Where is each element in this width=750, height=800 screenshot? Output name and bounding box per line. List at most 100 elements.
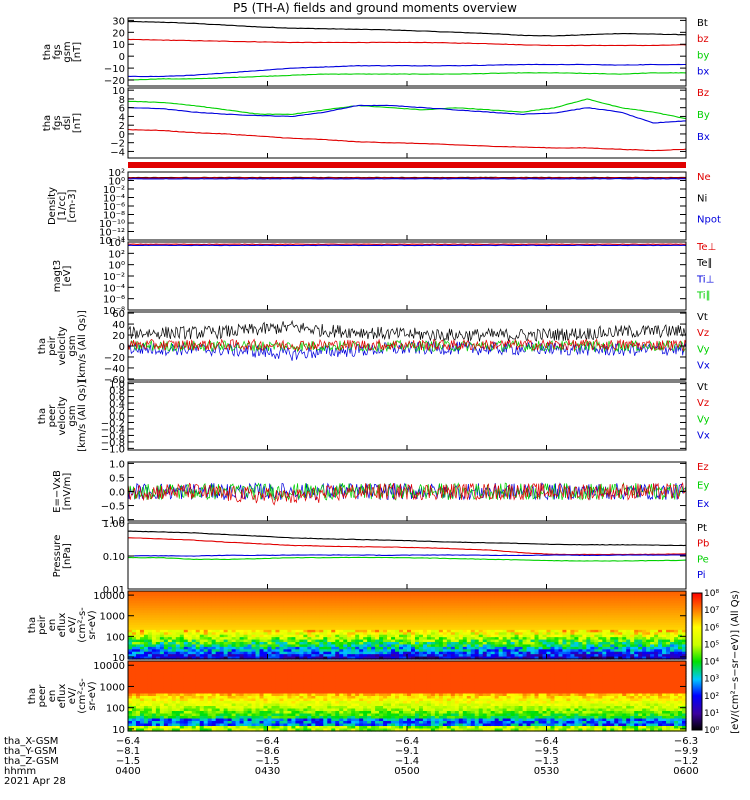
spectrogram-cell bbox=[630, 629, 635, 633]
spectrogram-cell bbox=[155, 661, 161, 665]
spectrogram-cell bbox=[128, 713, 133, 717]
spectrogram-cell bbox=[638, 637, 643, 641]
spectrogram-cell bbox=[387, 651, 392, 655]
spectrogram-cell bbox=[506, 627, 512, 631]
spectrogram-cell bbox=[482, 634, 488, 638]
spectrogram-cell bbox=[630, 603, 635, 607]
spectrogram-cell bbox=[227, 696, 233, 700]
spectrogram-cell bbox=[299, 593, 304, 597]
spectrogram-cell bbox=[478, 644, 484, 648]
spectrogram-cell bbox=[530, 632, 536, 636]
spectrogram-cell bbox=[566, 629, 572, 633]
spectrogram-cell bbox=[542, 617, 548, 621]
spectrogram-cell bbox=[335, 627, 340, 631]
spectrogram-cell bbox=[383, 629, 388, 633]
spectrogram-cell bbox=[331, 625, 336, 629]
spectrogram-cell bbox=[143, 666, 149, 670]
spectrogram-cell bbox=[570, 625, 575, 629]
spectrogram-cell bbox=[610, 605, 615, 609]
spectrogram-cell bbox=[546, 591, 552, 595]
spectrogram-cell bbox=[598, 617, 603, 621]
spectrogram-cell bbox=[470, 598, 476, 602]
spectrogram-cell bbox=[255, 603, 261, 607]
spectrogram-cell bbox=[175, 683, 181, 687]
spectrogram-cell bbox=[502, 627, 508, 631]
spectrogram-cell bbox=[139, 673, 145, 677]
spectrogram-cell bbox=[203, 721, 209, 725]
spectrogram-cell bbox=[391, 625, 396, 629]
spectrogram-cell bbox=[566, 603, 572, 607]
spectrogram-cell bbox=[410, 625, 416, 629]
spectrogram-cell bbox=[454, 603, 460, 607]
spectrogram-cell bbox=[626, 656, 631, 660]
spectrogram-cell bbox=[207, 693, 213, 697]
spectrogram-cell bbox=[399, 591, 404, 595]
spectrogram-cell bbox=[199, 637, 205, 641]
spectrogram-cell bbox=[227, 620, 233, 624]
spectrogram-cell bbox=[586, 642, 591, 646]
spectrogram-cell bbox=[674, 612, 679, 616]
spectrogram-cell bbox=[128, 698, 133, 702]
spectrogram-cell bbox=[247, 620, 253, 624]
spectrogram-cell bbox=[434, 649, 440, 653]
spectrogram-cell bbox=[275, 612, 281, 616]
spectrogram-cell bbox=[418, 644, 424, 648]
spectrogram-cell bbox=[598, 622, 603, 626]
spectrogram-cell bbox=[128, 617, 133, 621]
spectrogram-cell bbox=[171, 605, 177, 609]
spectrogram-cell bbox=[574, 591, 579, 595]
spectrogram-cell bbox=[438, 654, 444, 658]
spectrogram-cell bbox=[490, 634, 496, 638]
spectrogram-cell bbox=[231, 661, 237, 665]
spectrogram-cell bbox=[187, 649, 193, 653]
spectrogram-cell bbox=[502, 595, 508, 599]
spectrogram-cell bbox=[490, 622, 496, 626]
spectrogram-cell bbox=[187, 663, 193, 667]
spectrogram-cell bbox=[375, 620, 380, 624]
spectrogram-cell bbox=[602, 610, 607, 614]
spectrogram-cell bbox=[379, 591, 384, 595]
spectrogram-cell bbox=[295, 637, 300, 641]
spectrogram-cell bbox=[618, 629, 623, 633]
spectrogram-cell bbox=[522, 656, 528, 660]
spectrogram-cell bbox=[450, 620, 456, 624]
spectrogram-cell bbox=[602, 620, 607, 624]
spectrogram-cell bbox=[522, 642, 528, 646]
spectrogram-cell bbox=[383, 598, 388, 602]
spectrogram-cell bbox=[454, 617, 460, 621]
spectrogram-cell bbox=[251, 637, 257, 641]
spectrogram-cell bbox=[263, 644, 269, 648]
spectrogram-cell bbox=[131, 696, 137, 700]
spectrogram-cell bbox=[131, 718, 137, 722]
spectrogram-cell bbox=[299, 598, 304, 602]
spectrogram-cell bbox=[195, 698, 201, 702]
spectrogram-cell bbox=[351, 612, 356, 616]
spectrogram-cell bbox=[682, 646, 687, 650]
spectrogram-cell bbox=[446, 598, 452, 602]
spectrogram-cell bbox=[578, 598, 583, 602]
spectrogram-cell bbox=[410, 654, 416, 658]
spectrogram-cell bbox=[670, 605, 675, 609]
spectrogram-cell bbox=[243, 649, 249, 653]
spectrogram-cell bbox=[167, 634, 173, 638]
spectrogram-cell bbox=[167, 716, 173, 720]
spectrogram-cell bbox=[335, 649, 340, 653]
spectrogram-cell bbox=[391, 591, 396, 595]
spectrogram-cell bbox=[167, 617, 173, 621]
spectrogram-cell bbox=[299, 656, 304, 660]
spectrogram-cell bbox=[670, 651, 675, 655]
legend-entry: Vx bbox=[697, 431, 710, 442]
spectrogram-cell bbox=[554, 637, 560, 641]
spectrogram-cell bbox=[422, 639, 428, 643]
spectrogram-cell bbox=[343, 634, 348, 638]
spectrogram-cell bbox=[215, 622, 221, 626]
spectrogram-cell bbox=[395, 591, 400, 595]
spectrogram-cell bbox=[159, 600, 165, 604]
spectrogram-cell bbox=[263, 591, 269, 595]
spectrogram-cell bbox=[363, 649, 368, 653]
spectrogram-cell bbox=[219, 634, 225, 638]
spectrogram-cell bbox=[546, 617, 552, 621]
spectrogram-cell bbox=[347, 608, 352, 612]
spectrogram-cell bbox=[327, 593, 332, 597]
spectrogram-cell bbox=[410, 615, 416, 619]
